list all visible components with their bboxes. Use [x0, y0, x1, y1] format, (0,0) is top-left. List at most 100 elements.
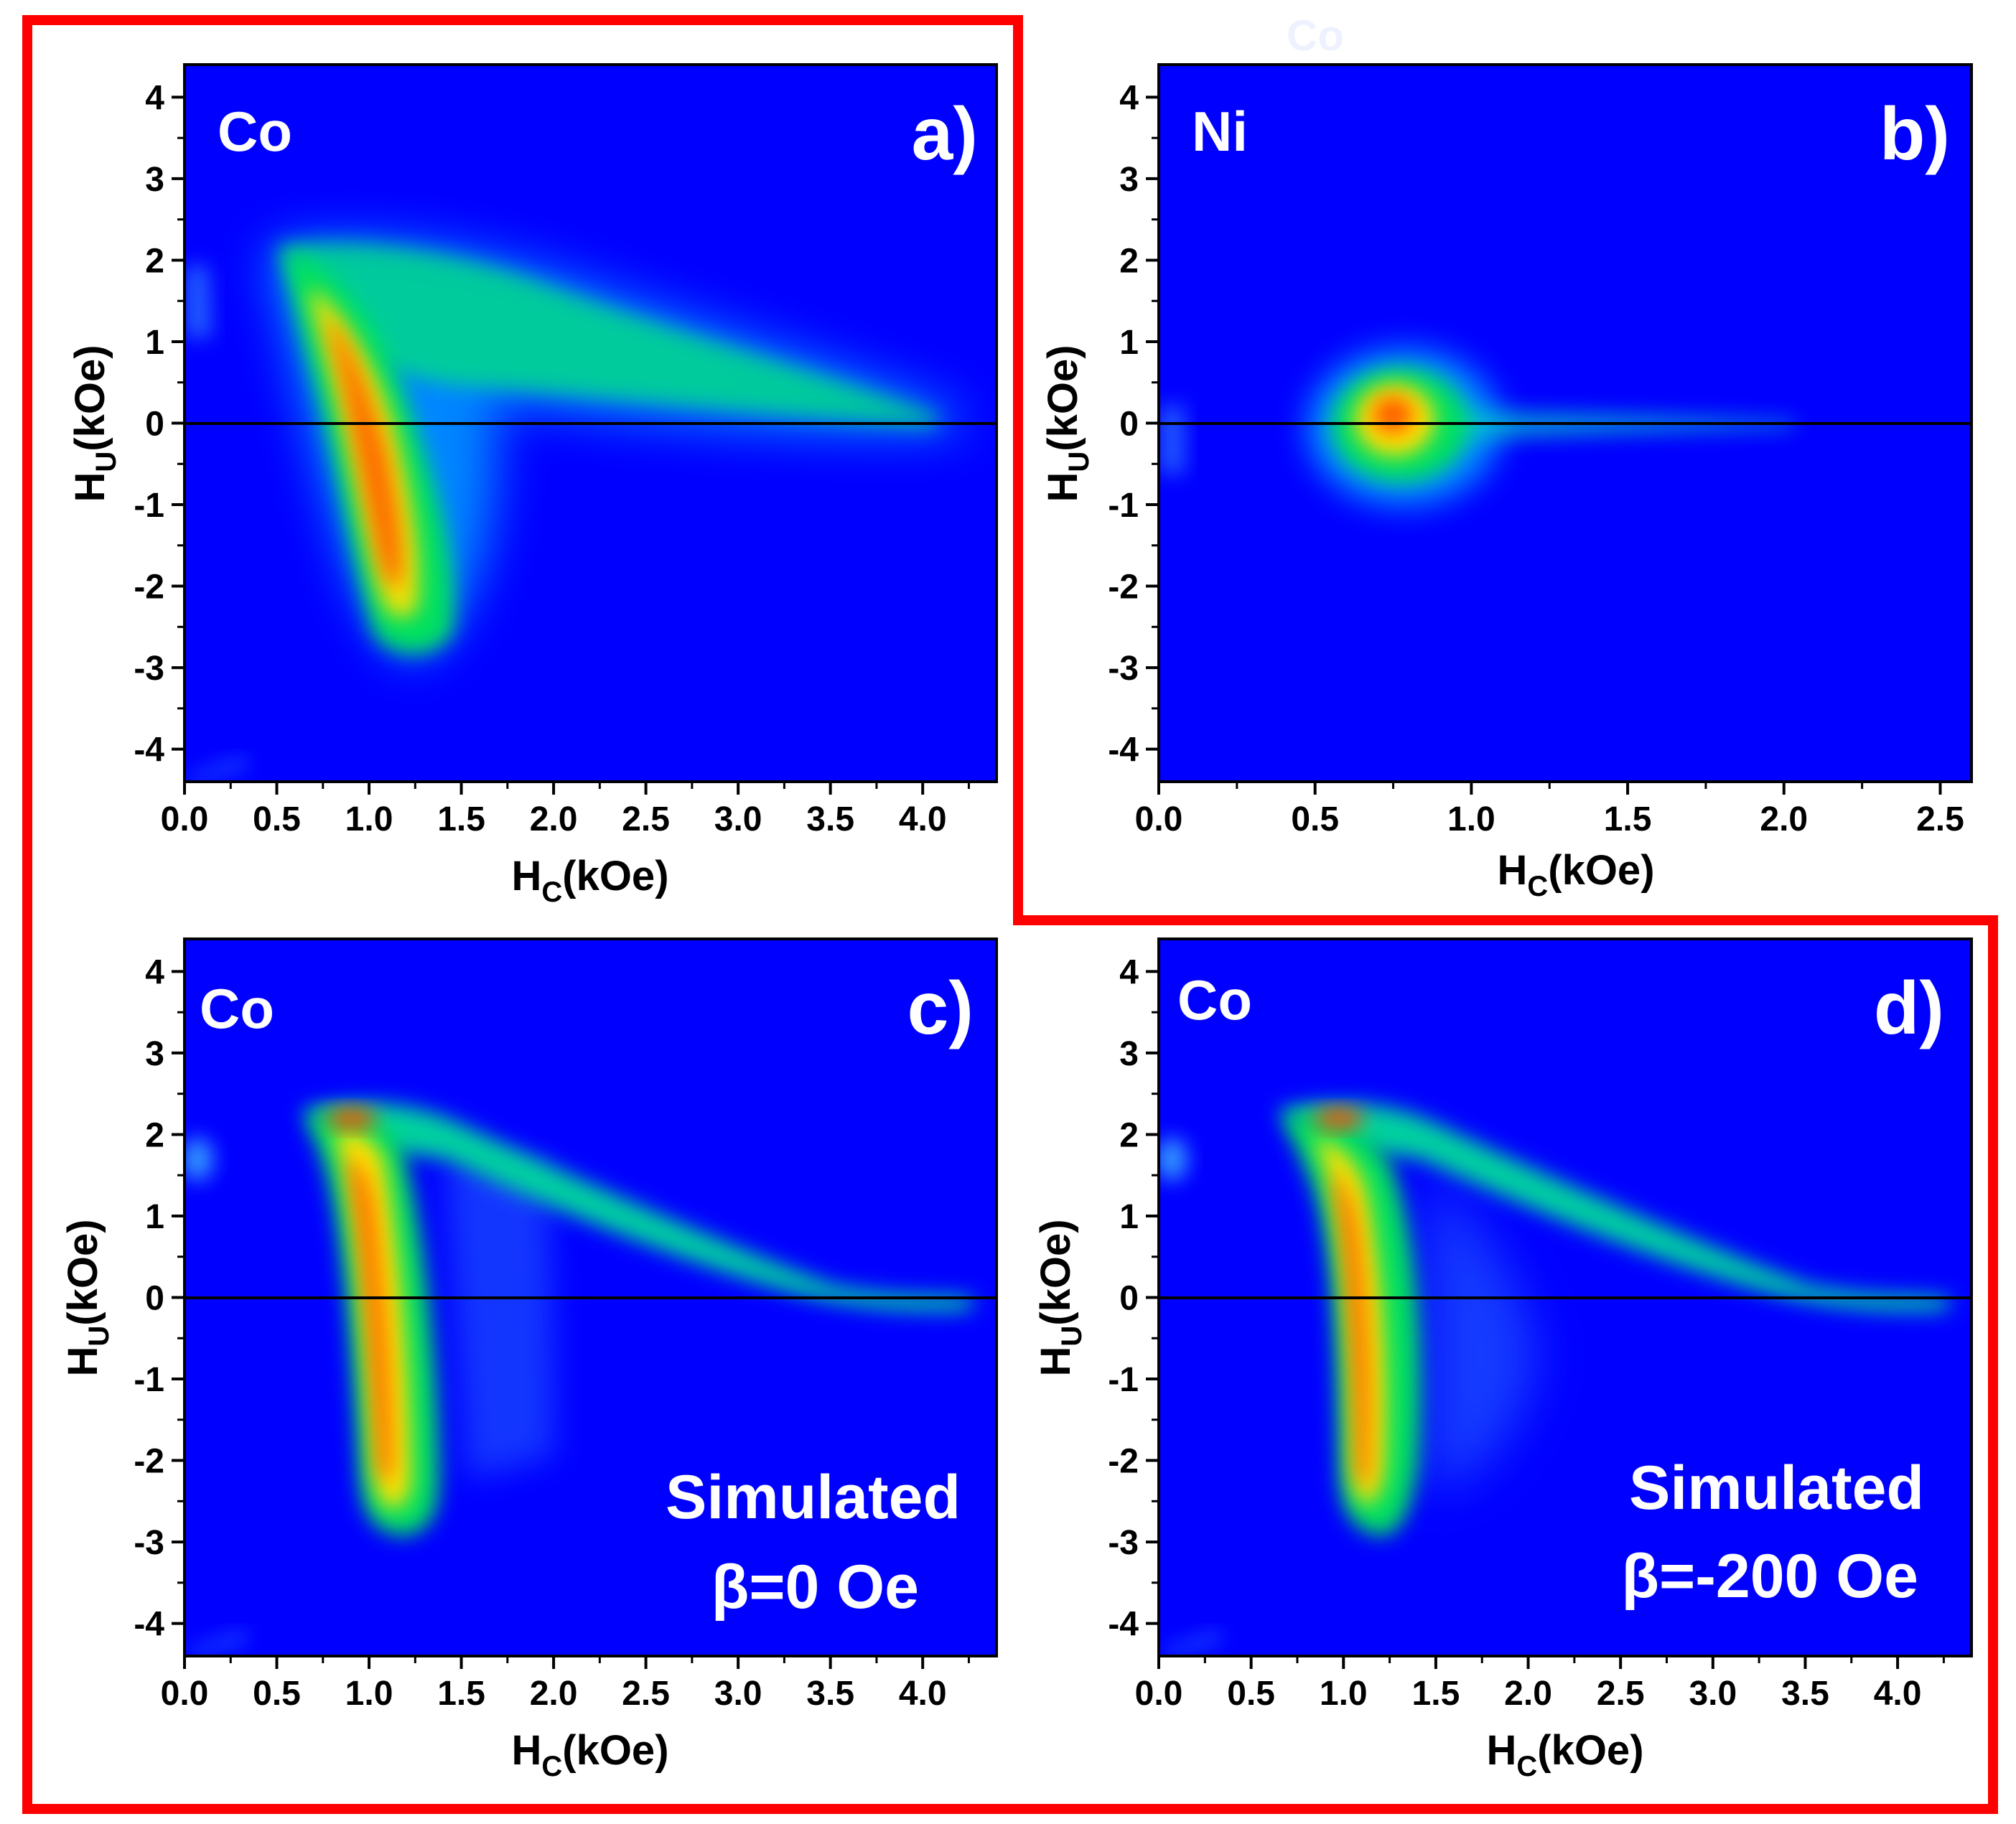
density-shadow — [1429, 1177, 1536, 1493]
density-shadow — [445, 1163, 554, 1479]
y-tick-label: 4 — [145, 953, 164, 991]
y-tick-label: 2 — [145, 242, 164, 280]
y-ticks: 4 3 2 1 0 -1 -2 -3 -4 — [1108, 953, 1159, 1644]
y-tick-label: -4 — [134, 1606, 164, 1644]
highlight-outline — [22, 15, 1998, 1814]
x-tick-label: 1.5 — [437, 1675, 485, 1713]
density-edge-spot — [1159, 1138, 1187, 1181]
density-corner-streak — [1161, 1634, 1222, 1655]
x-tick-label: 4.0 — [899, 1675, 947, 1713]
y-tick-label: 0 — [1119, 406, 1139, 444]
x-tick-label: 0.5 — [253, 800, 301, 838]
panel-d: 0.0 0.5 1.0 1.5 2.0 2.5 3.0 3.5 4.0 4 3 2 1 0 -1 -2 -3 -… — [1032, 937, 1973, 1782]
x-tick-label: 4.0 — [1874, 1675, 1922, 1713]
y-tick-label: 3 — [1119, 1035, 1139, 1073]
y-tick-label: 2 — [1119, 242, 1139, 280]
x-tick-label: 1.0 — [345, 1675, 393, 1713]
y-tick-label: -3 — [134, 650, 164, 688]
y-tick-label: -3 — [1108, 1524, 1139, 1562]
x-tick-label: 2.5 — [622, 800, 670, 838]
y-tick-label: 0 — [145, 1280, 164, 1318]
y-tick-label: -2 — [134, 1443, 164, 1481]
panel-label: a) — [912, 93, 978, 176]
density-top-peak — [327, 1108, 377, 1128]
x-axis-label: HC(kOe) — [1497, 847, 1654, 902]
panel-label: b) — [1880, 93, 1950, 176]
y-tick-label: 4 — [1119, 79, 1139, 117]
density-peak — [1373, 396, 1413, 434]
x-tick-label: 1.5 — [437, 800, 485, 838]
y-ticks: 4 3 2 1 0 -1 -2 -3 -4 — [1108, 79, 1159, 770]
density-edge-streak — [1159, 406, 1185, 474]
density-map — [185, 1102, 976, 1655]
density-peak — [1332, 1170, 1369, 1485]
density-corner-streak — [187, 759, 248, 782]
density-upper-band — [276, 243, 941, 427]
density-upper-branch — [1278, 1102, 1953, 1311]
y-axis-label: HU(kOe) — [67, 345, 122, 502]
y-tick-label: 3 — [145, 161, 164, 199]
density-map — [185, 239, 962, 782]
x-tick-label: 0.0 — [1135, 800, 1183, 838]
annotation-line-1: Simulated — [666, 1463, 961, 1532]
x-ticks: 0.0 0.5 1.0 1.5 2.0 2.5 3.0 3.5 4.0 — [161, 1656, 970, 1713]
y-tick-label: 1 — [145, 324, 164, 362]
density-map — [1159, 1102, 1953, 1655]
y-tick-label: -3 — [1108, 650, 1139, 688]
x-tick-label: 2.5 — [1916, 800, 1964, 838]
y-tick-label: -4 — [1108, 1606, 1139, 1644]
density-peak — [348, 1156, 391, 1481]
panel-label: c) — [907, 967, 974, 1050]
annotation-line-1: Simulated — [1629, 1454, 1924, 1523]
density-upper-branch — [302, 1102, 976, 1311]
y-ticks: 4 3 2 1 0 -1 -2 -3 -4 — [134, 953, 185, 1644]
x-ticks: 0.0 0.5 1.0 1.5 2.0 2.5 — [1135, 782, 1964, 838]
density-edge-spot — [185, 1138, 213, 1181]
y-tick-label: -4 — [134, 731, 164, 770]
x-tick-label: 0.5 — [253, 1675, 301, 1713]
y-tick-label: 1 — [145, 1198, 164, 1236]
y-tick-label: -2 — [134, 569, 164, 607]
x-tick-label: 1.0 — [345, 800, 393, 838]
y-tick-label: 4 — [1119, 953, 1139, 991]
y-tick-label: -3 — [134, 1524, 164, 1562]
y-tick-label: -1 — [1108, 1361, 1139, 1399]
y-tick-label: 3 — [145, 1035, 164, 1073]
x-tick-label: 1.0 — [1320, 1675, 1368, 1713]
x-axis-label: HC(kOe) — [1486, 1727, 1643, 1782]
y-tick-label: -1 — [134, 487, 164, 525]
y-tick-label: -1 — [1108, 487, 1139, 525]
y-axis-label: HU(kOe) — [1032, 1219, 1088, 1376]
x-tick-label: 0.0 — [161, 800, 209, 838]
panel-label: d) — [1874, 967, 1944, 1050]
x-tick-label: 1.0 — [1447, 800, 1495, 838]
y-tick-label: -2 — [1108, 1443, 1139, 1481]
panel-a: 0.0 0.5 1.0 1.5 2.0 2.5 3.0 3.5 4.0 4 3 2 1 0 -1 -2 -3 -… — [67, 63, 998, 908]
top-faint-label: Co — [1287, 11, 1344, 60]
x-tick-label: 2.0 — [1504, 1675, 1552, 1713]
y-tick-label: -4 — [1108, 731, 1139, 770]
sample-label: Co — [200, 977, 274, 1040]
panel-b: 0.0 0.5 1.0 1.5 2.0 2.5 4 3 2 1 0 -1 -2 -3 -4 Ni b) H… — [1040, 63, 1973, 902]
x-tick-label: 0.5 — [1291, 800, 1339, 838]
x-axis-label: HC(kOe) — [511, 1727, 668, 1782]
y-tick-label: 0 — [1119, 1280, 1139, 1318]
density-peak — [327, 316, 402, 589]
y-tick-label: 1 — [1119, 1198, 1139, 1236]
x-tick-label: 2.0 — [530, 1675, 578, 1713]
y-tick-label: 2 — [145, 1116, 164, 1154]
x-tick-label: 3.5 — [806, 1675, 854, 1713]
x-tick-label: 0.0 — [1135, 1675, 1183, 1713]
annotation-line-2: β=0 Oe — [711, 1553, 919, 1622]
y-axis-label: HU(kOe) — [1040, 345, 1095, 502]
y-tick-label: -2 — [1108, 569, 1139, 607]
x-tick-label: 3.0 — [714, 800, 762, 838]
x-tick-label: 3.5 — [1781, 1675, 1829, 1713]
x-tick-label: 3.0 — [1689, 1675, 1737, 1713]
y-tick-label: 2 — [1119, 1116, 1139, 1154]
sample-label: Co — [1177, 968, 1252, 1032]
x-axis-label: HC(kOe) — [511, 853, 668, 908]
density-edge-streak — [185, 266, 212, 337]
x-tick-label: 2.0 — [1760, 800, 1808, 838]
